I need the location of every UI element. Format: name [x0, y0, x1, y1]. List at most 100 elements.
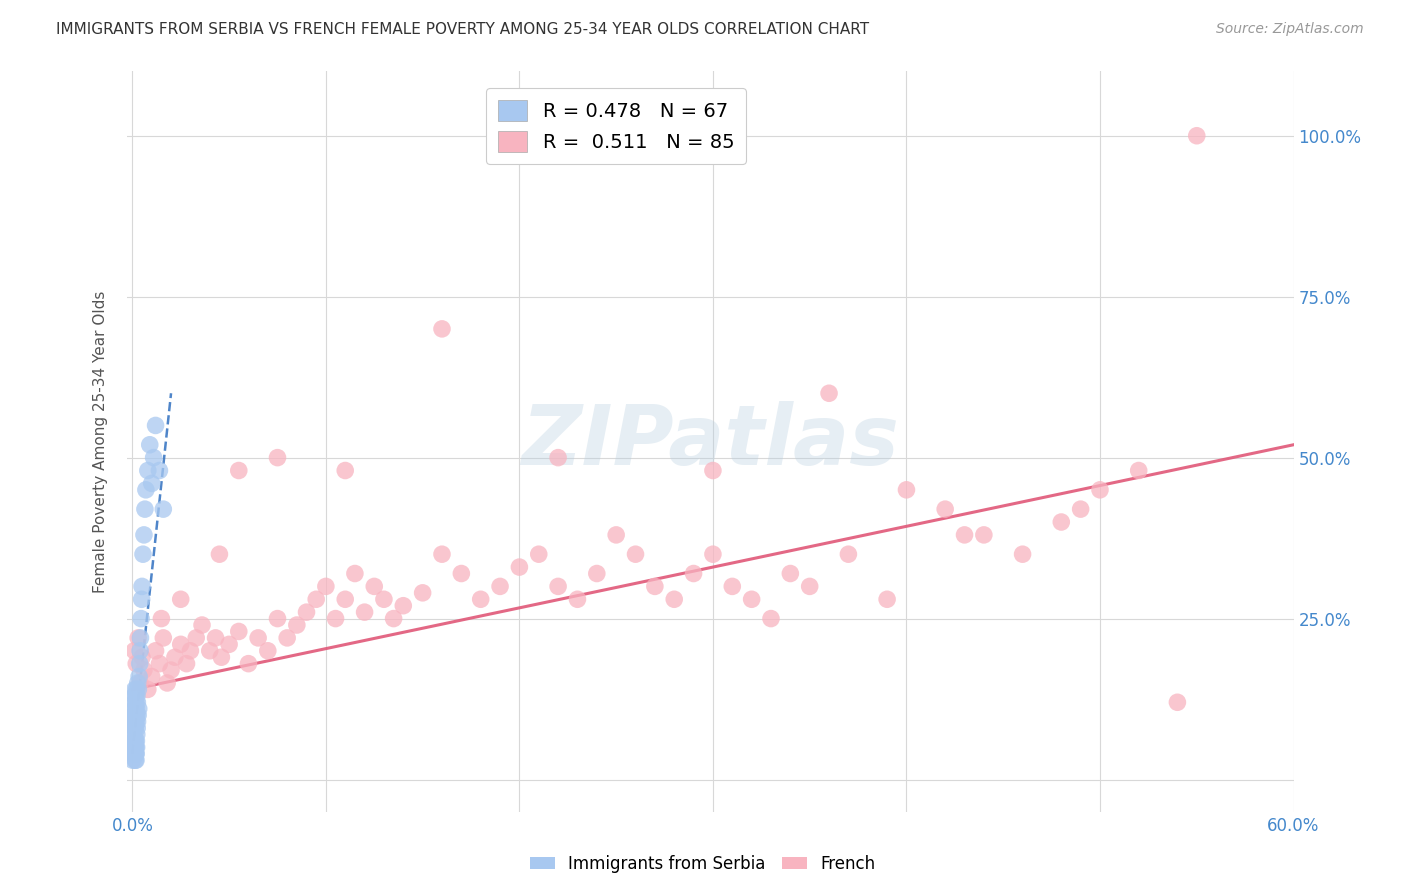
Y-axis label: Female Poverty Among 25-34 Year Olds: Female Poverty Among 25-34 Year Olds	[93, 291, 108, 592]
Point	[125, 727, 148, 741]
Point	[585, 566, 607, 581]
Point	[547, 450, 569, 465]
Point	[128, 657, 150, 671]
Point	[122, 734, 145, 748]
Point	[412, 586, 434, 600]
Point	[644, 579, 666, 593]
Point	[741, 592, 763, 607]
Point	[382, 611, 405, 625]
Point	[124, 644, 146, 658]
Point	[135, 483, 157, 497]
Point	[121, 753, 143, 767]
Point	[799, 579, 821, 593]
Point	[122, 714, 145, 729]
Point	[150, 611, 173, 625]
Point	[335, 592, 357, 607]
Point	[129, 611, 152, 625]
Point	[176, 657, 198, 671]
Point	[125, 747, 148, 761]
Point	[527, 547, 550, 561]
Point	[124, 747, 146, 761]
Point	[759, 611, 782, 625]
Point	[1050, 515, 1073, 529]
Point	[129, 631, 152, 645]
Point	[124, 689, 146, 703]
Point	[124, 721, 146, 735]
Point	[136, 463, 159, 477]
Point	[152, 631, 174, 645]
Point	[238, 657, 260, 671]
Point	[489, 579, 512, 593]
Point	[343, 566, 366, 581]
Point	[170, 637, 193, 651]
Point	[953, 528, 976, 542]
Point	[127, 676, 149, 690]
Point	[125, 740, 148, 755]
Point	[125, 689, 148, 703]
Point	[702, 463, 724, 477]
Point	[547, 579, 569, 593]
Point	[779, 566, 801, 581]
Point	[508, 560, 530, 574]
Point	[392, 599, 415, 613]
Point	[125, 695, 148, 709]
Text: IMMIGRANTS FROM SERBIA VS FRENCH FEMALE POVERTY AMONG 25-34 YEAR OLDS CORRELATIO: IMMIGRANTS FROM SERBIA VS FRENCH FEMALE …	[56, 22, 869, 37]
Point	[186, 631, 208, 645]
Point	[682, 566, 704, 581]
Point	[122, 734, 145, 748]
Point	[204, 631, 226, 645]
Point	[127, 695, 149, 709]
Point	[122, 727, 145, 741]
Point	[131, 579, 153, 593]
Point	[1185, 128, 1208, 143]
Point	[125, 740, 148, 755]
Point	[152, 502, 174, 516]
Point	[129, 676, 152, 690]
Point	[285, 618, 308, 632]
Point	[131, 650, 153, 665]
Point	[122, 708, 145, 723]
Point	[247, 631, 270, 645]
Point	[127, 714, 149, 729]
Point	[125, 708, 148, 723]
Point	[145, 644, 167, 658]
Point	[973, 528, 995, 542]
Point	[145, 418, 167, 433]
Point	[124, 734, 146, 748]
Point	[450, 566, 472, 581]
Point	[315, 579, 337, 593]
Point	[124, 747, 146, 761]
Point	[148, 463, 170, 477]
Point	[129, 644, 152, 658]
Point	[191, 618, 214, 632]
Point	[124, 702, 146, 716]
Point	[837, 547, 859, 561]
Point	[335, 463, 357, 477]
Point	[664, 592, 686, 607]
Point	[605, 528, 627, 542]
Point	[132, 663, 155, 677]
Point	[124, 714, 146, 729]
Point	[363, 579, 385, 593]
Point	[141, 669, 163, 683]
Point	[179, 644, 201, 658]
Point	[142, 450, 165, 465]
Point	[818, 386, 841, 401]
Point	[124, 695, 146, 709]
Point	[163, 650, 186, 665]
Point	[127, 631, 149, 645]
Point	[702, 547, 724, 561]
Point	[256, 644, 278, 658]
Point	[876, 592, 898, 607]
Point	[139, 438, 162, 452]
Point	[141, 476, 163, 491]
Legend: Immigrants from Serbia, French: Immigrants from Serbia, French	[523, 848, 883, 880]
Point	[136, 682, 159, 697]
Point	[325, 611, 347, 625]
Text: ZIPatlas: ZIPatlas	[522, 401, 898, 482]
Point	[122, 702, 145, 716]
Point	[124, 682, 146, 697]
Point	[228, 463, 250, 477]
Point	[1011, 547, 1033, 561]
Point	[124, 753, 146, 767]
